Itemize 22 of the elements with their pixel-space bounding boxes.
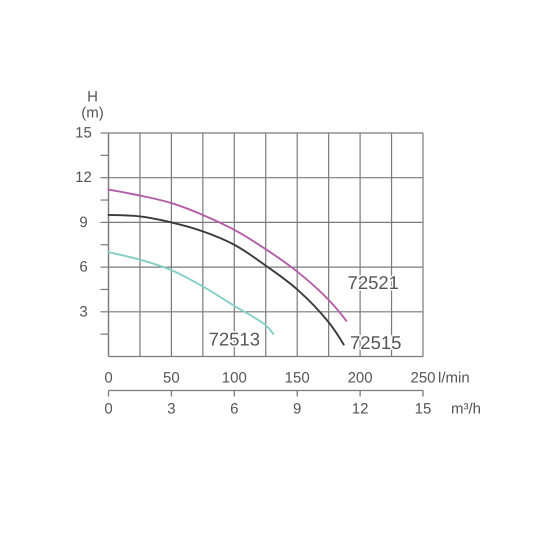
y-tick-label: 3: [79, 303, 88, 320]
x-tick-label: 200: [348, 370, 373, 386]
y-tick-label: 9: [79, 214, 88, 231]
y-tick-label: 15: [75, 124, 92, 142]
x-axis-title: l/min: [438, 370, 470, 386]
x2-axis-title: m³/h: [451, 400, 481, 418]
x-tick-label: 150: [284, 370, 310, 386]
x2-tick-label: 3: [167, 400, 176, 418]
x2-tick-label: 0: [104, 400, 113, 418]
x-tick-label: 250: [410, 370, 436, 386]
line-series: [108, 214, 345, 346]
y-tick-label: 6: [79, 258, 88, 276]
x-tick-label: 0: [104, 370, 113, 386]
x2-tick-label: 6: [230, 400, 238, 418]
y-axis-title: H (m): [81, 88, 104, 122]
x2-tick-label: 12: [352, 400, 368, 418]
line-series: [108, 188, 348, 322]
x2-tick-label: 15: [414, 400, 432, 418]
x2-tick-label: 9: [293, 400, 302, 418]
x-tick-label: 50: [163, 370, 180, 386]
x-tick-label: 100: [222, 370, 247, 386]
y-tick-label: 12: [75, 169, 92, 186]
